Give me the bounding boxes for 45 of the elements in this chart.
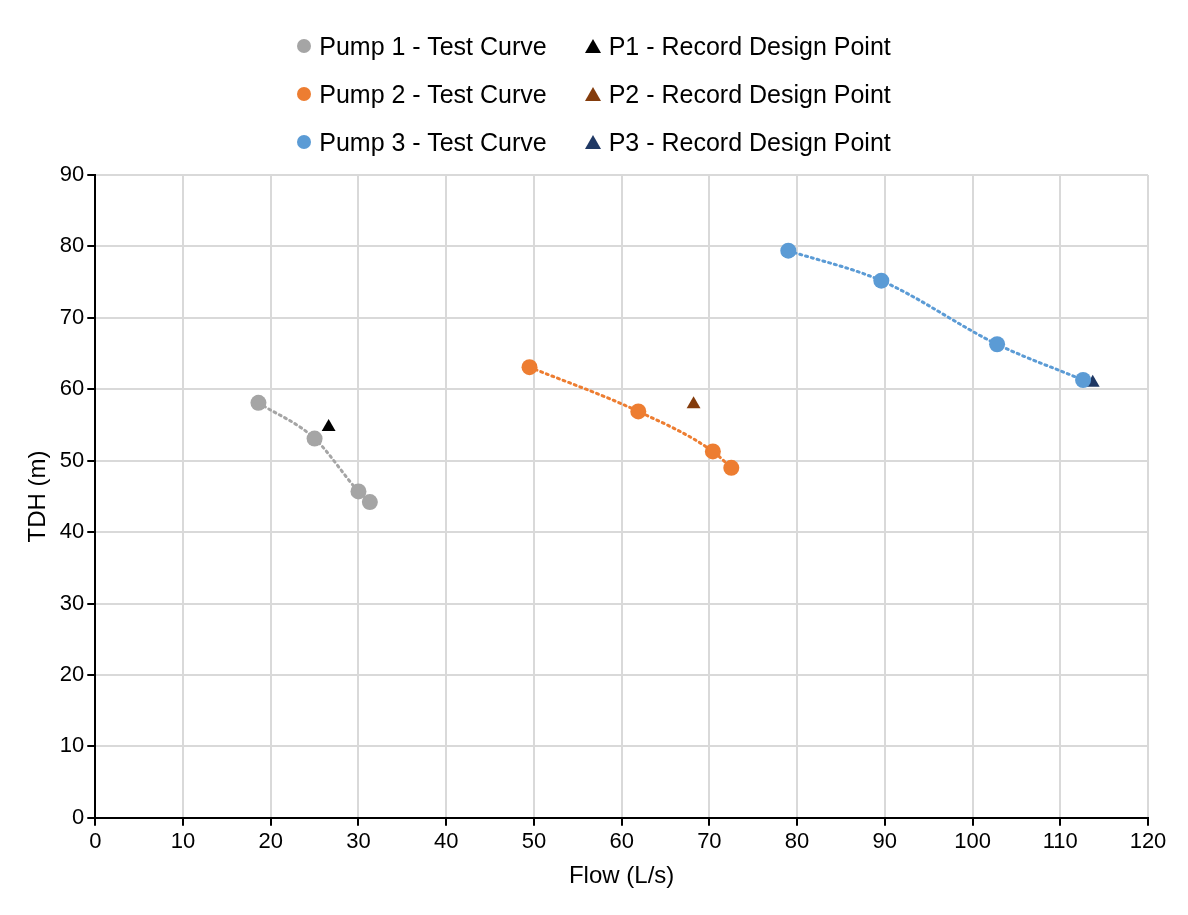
x-tick-label: 70 [697,828,722,854]
point [780,242,797,259]
y-tick-label: 40 [59,518,85,544]
point [630,403,647,420]
point [723,459,740,476]
legend-label: Pump 3 - Test Curve [319,127,547,157]
point [321,419,336,432]
y-tick-label: 0 [72,803,85,829]
y-tick-label: 30 [59,589,85,615]
legend-label: P3 - Record Design Point [608,127,891,157]
x-tick-label: 20 [258,828,283,854]
y-tick-label: 90 [59,161,85,187]
point [361,494,378,511]
x-tick-label: 10 [170,828,196,854]
x-tick-label: 120 [1129,828,1167,854]
x-axis-title: Flow (L/s) [568,861,675,889]
point [704,443,721,460]
x-tick-label: 80 [784,828,810,854]
y-tick-label: 20 [59,661,85,687]
x-tick-label: 60 [609,828,634,854]
x-tick-label: 50 [521,828,547,854]
y-tick-label: 60 [59,375,85,401]
legend-label: Pump 1 - Test Curve [319,31,547,61]
y-tick-label: 50 [59,446,85,472]
point [989,336,1006,353]
point [350,483,367,500]
y-tick-label: 10 [59,732,85,758]
legend-label: P2 - Record Design Point [608,79,891,109]
legend-label: Pump 2 - Test Curve [319,79,547,109]
y-tick-label: 80 [59,232,85,258]
x-tick-label: 110 [1042,828,1078,854]
point [873,272,890,289]
legend-label: P1 - Record Design Point [608,31,891,61]
y-axis-title: TDH (m) [23,450,51,543]
x-tick-label: 0 [89,828,102,854]
point [686,396,701,409]
point [306,430,323,447]
x-tick-label: 40 [433,828,459,854]
point [1075,371,1092,388]
x-tick-label: 100 [954,828,991,854]
point [521,359,538,376]
point [250,394,267,411]
x-tick-label: 90 [872,828,898,854]
x-tick-label: 30 [346,828,371,854]
y-tick-label: 70 [59,303,85,329]
